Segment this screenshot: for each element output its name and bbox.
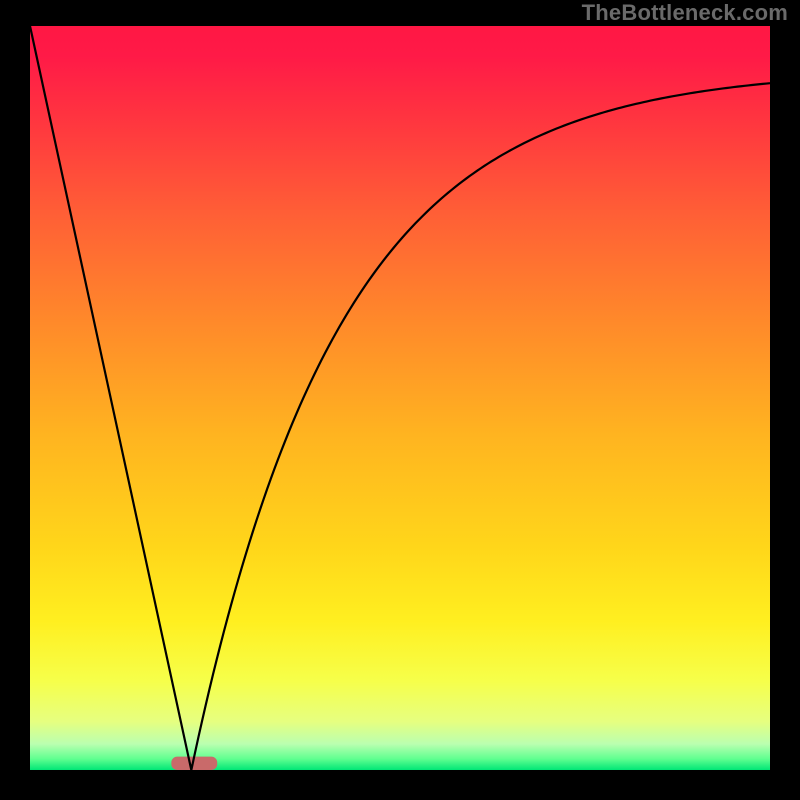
watermark-text: TheBottleneck.com <box>582 0 788 26</box>
bottleneck-plot <box>0 0 800 800</box>
figure-container: TheBottleneck.com <box>0 0 800 800</box>
plot-gradient-background <box>30 26 770 770</box>
